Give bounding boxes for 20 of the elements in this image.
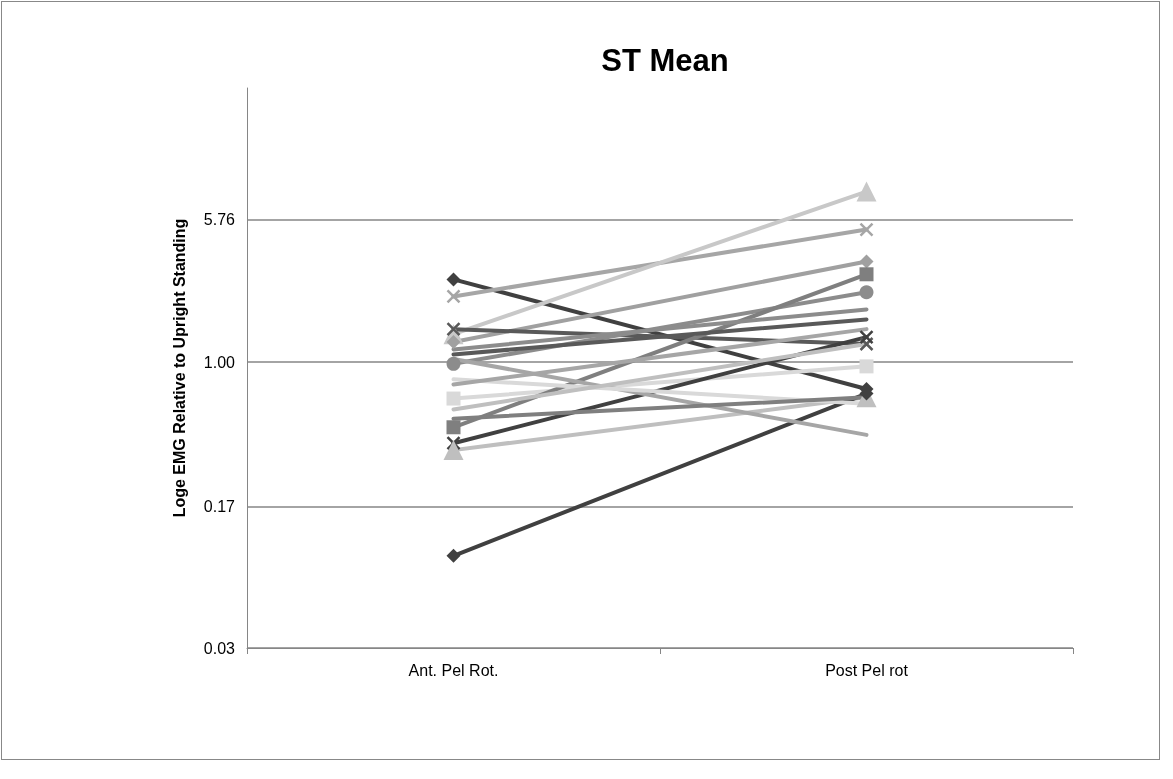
x-tick-label: Ant. Pel Rot. [408,661,499,679]
point [446,272,461,287]
y-tick-label: 0.03 [203,639,236,657]
point [446,420,461,435]
point [859,222,874,237]
point [859,285,874,300]
y-tick-label: 0.17 [203,498,236,516]
point [446,356,461,371]
y-tick-label: 1.00 [203,353,236,371]
point [859,267,874,282]
x-tick-label: Post Pel rot [825,661,909,679]
point [446,548,461,563]
y-tick-label: 5.76 [203,210,236,228]
point [859,359,874,374]
y-axis-title: Loge EMG Relative to Upright Standing [170,218,188,518]
point [859,254,874,269]
point [446,391,461,406]
chart-title: ST Mean [601,43,729,78]
point [859,329,874,345]
point [446,289,461,304]
